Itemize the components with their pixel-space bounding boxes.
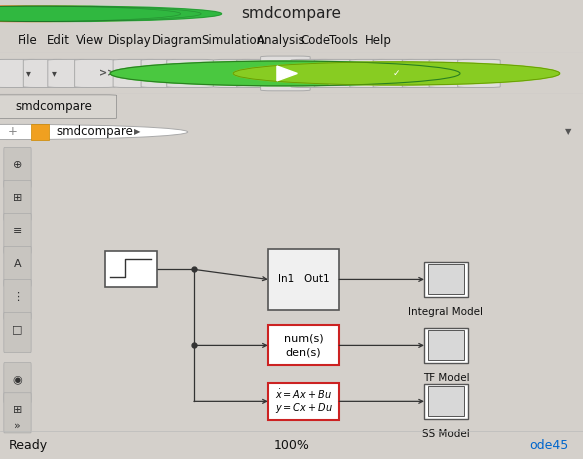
FancyBboxPatch shape	[23, 59, 67, 88]
FancyBboxPatch shape	[4, 363, 31, 403]
Text: ≡: ≡	[13, 226, 22, 235]
Text: Tools: Tools	[329, 34, 359, 47]
FancyBboxPatch shape	[402, 59, 445, 88]
Text: Help: Help	[364, 34, 391, 47]
Circle shape	[233, 62, 560, 85]
Bar	[424, 328, 468, 363]
FancyBboxPatch shape	[213, 59, 256, 88]
Text: Edit: Edit	[47, 34, 69, 47]
FancyBboxPatch shape	[167, 59, 213, 88]
Text: ▾: ▾	[464, 68, 469, 78]
Bar	[31, 124, 49, 140]
Bar	[328, 62, 344, 85]
Text: Integral Model: Integral Model	[409, 307, 483, 317]
Text: $\dot{x} = Ax + Bu$: $\dot{x} = Ax + Bu$	[275, 388, 332, 401]
Text: Ready: Ready	[9, 439, 48, 452]
FancyBboxPatch shape	[350, 59, 391, 88]
Bar	[105, 252, 157, 287]
Text: ✓: ✓	[393, 69, 400, 78]
FancyBboxPatch shape	[0, 95, 117, 118]
Bar	[268, 249, 339, 309]
Bar	[429, 386, 463, 416]
FancyBboxPatch shape	[4, 180, 31, 221]
Text: ▾: ▾	[406, 68, 410, 78]
Bar	[429, 264, 463, 294]
Text: Analysis: Analysis	[257, 34, 305, 47]
FancyBboxPatch shape	[373, 59, 420, 88]
Text: ⋮: ⋮	[12, 291, 23, 302]
FancyBboxPatch shape	[261, 56, 310, 91]
FancyBboxPatch shape	[113, 59, 160, 88]
Text: ode45: ode45	[529, 439, 568, 452]
Circle shape	[110, 61, 460, 86]
FancyBboxPatch shape	[429, 59, 476, 88]
Bar	[268, 383, 339, 420]
Text: den(s): den(s)	[286, 347, 321, 357]
Text: ⊞: ⊞	[13, 193, 22, 203]
Bar	[268, 325, 339, 365]
FancyBboxPatch shape	[4, 313, 31, 353]
Text: smdcompare: smdcompare	[56, 125, 133, 138]
Text: ▶: ▶	[134, 127, 141, 136]
FancyBboxPatch shape	[314, 59, 357, 88]
Text: Code: Code	[300, 34, 331, 47]
Text: smdcompare: smdcompare	[15, 100, 92, 113]
Text: In1   Out1: In1 Out1	[278, 274, 329, 285]
Text: >>: >>	[157, 68, 173, 78]
FancyBboxPatch shape	[4, 246, 31, 286]
Text: +: +	[8, 125, 17, 138]
Circle shape	[0, 124, 188, 140]
Circle shape	[0, 6, 181, 22]
Text: □: □	[12, 325, 23, 335]
Text: View: View	[76, 34, 104, 47]
Text: ▼: ▼	[565, 127, 572, 136]
FancyBboxPatch shape	[141, 59, 182, 88]
Text: ⊕: ⊕	[13, 160, 22, 170]
Text: num(s): num(s)	[284, 334, 324, 344]
FancyBboxPatch shape	[458, 59, 500, 88]
Bar	[424, 262, 468, 297]
Text: ◉: ◉	[13, 375, 22, 385]
FancyBboxPatch shape	[0, 59, 41, 88]
FancyBboxPatch shape	[4, 213, 31, 254]
FancyBboxPatch shape	[4, 280, 31, 319]
Text: ▾: ▾	[52, 68, 57, 78]
Text: >>: >>	[399, 68, 415, 78]
Text: $y = Cx + Du$: $y = Cx + Du$	[275, 401, 332, 415]
Circle shape	[0, 6, 201, 22]
Text: SS Model: SS Model	[422, 429, 470, 439]
Text: Display: Display	[108, 34, 152, 47]
Circle shape	[0, 6, 222, 22]
Text: Diagram: Diagram	[152, 34, 202, 47]
Text: A: A	[13, 258, 22, 269]
FancyBboxPatch shape	[237, 59, 279, 88]
Text: >>: >>	[99, 68, 115, 78]
FancyBboxPatch shape	[291, 59, 333, 88]
FancyBboxPatch shape	[4, 393, 31, 433]
Text: >>: >>	[346, 68, 363, 78]
Text: »: »	[14, 421, 21, 431]
Bar	[424, 384, 468, 419]
Text: smdcompare: smdcompare	[241, 6, 342, 21]
Text: ▾: ▾	[26, 68, 31, 78]
Bar	[429, 330, 463, 360]
FancyBboxPatch shape	[4, 147, 31, 188]
FancyBboxPatch shape	[75, 59, 115, 88]
Polygon shape	[277, 66, 297, 81]
Text: 100%: 100%	[273, 439, 310, 452]
Text: Simulation: Simulation	[201, 34, 264, 47]
FancyBboxPatch shape	[48, 59, 90, 88]
Text: ⊞: ⊞	[13, 405, 22, 415]
Text: TF Model: TF Model	[423, 373, 469, 383]
Text: File: File	[17, 34, 37, 47]
